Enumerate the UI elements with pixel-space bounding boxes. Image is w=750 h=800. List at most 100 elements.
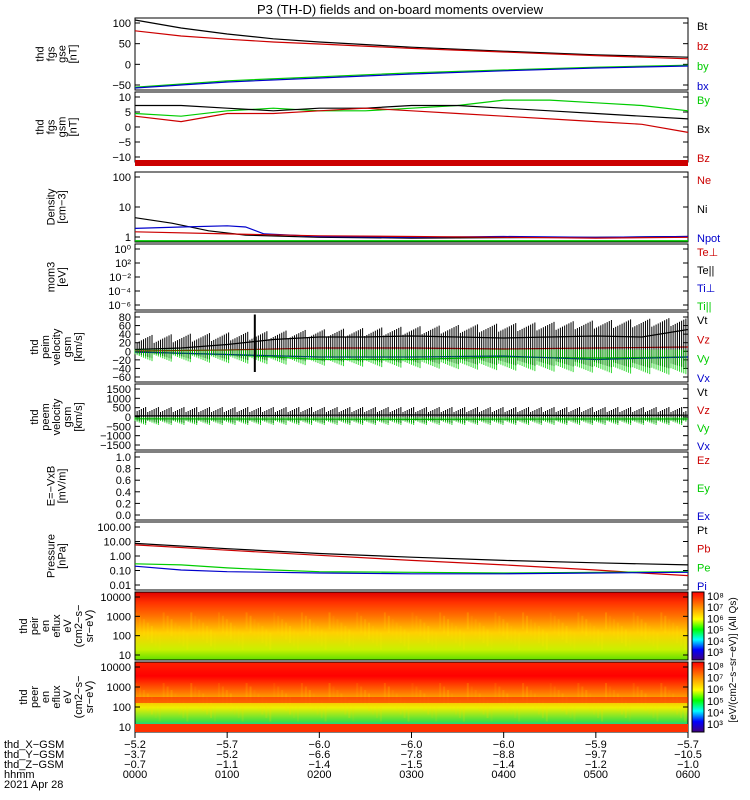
series-Bx (135, 104, 689, 120)
y-tick-label: 0.2 (116, 498, 131, 510)
y-tick-label: 100 (113, 18, 131, 30)
spectrogram-texture (640, 619, 643, 637)
spectrogram-texture (518, 704, 521, 722)
spectrogram-texture (158, 632, 161, 650)
spectrogram-texture (502, 619, 505, 637)
x-tick-label: 0500 (584, 769, 608, 781)
spectrogram-texture (506, 622, 509, 640)
y-axis-label-line: thd (29, 409, 41, 424)
x-tick-label: −1.1 (216, 759, 238, 771)
y-tick-label: 1.0 (116, 452, 131, 464)
x-tick-label: −1.4 (308, 759, 330, 771)
spectrogram-texture (624, 700, 627, 718)
spectrogram-texture (293, 629, 295, 647)
series-by (134, 64, 689, 88)
spectrogram-texture (372, 697, 374, 715)
x-tick-label: 0000 (123, 769, 147, 781)
legend-Vy: Vy (697, 354, 710, 366)
spectrogram-texture (170, 619, 173, 637)
y-axis-label: thdpeirenefluxeV(cm2−s−sr−eV) (18, 605, 96, 648)
series-Bt (134, 19, 689, 58)
x-tick-label: −5.7 (216, 739, 238, 751)
y-axis-label: thdpeemvelocitygsm[km/s] (29, 398, 85, 435)
spectrogram-texture (225, 619, 228, 637)
spectrogram-texture (518, 632, 521, 650)
panel-6: 1.00.80.60.40.20.0 E=−VxB[mV/m] Ez Ey Ex (46, 451, 710, 523)
colorbar-tick: 10⁴ (707, 707, 724, 719)
y-axis-label-line: velocity (51, 328, 63, 365)
legend-Vy: Vy (697, 423, 710, 435)
spectrogram-texture (304, 686, 307, 704)
spectrogram-texture (379, 632, 382, 650)
y-tick-label: 1000 (107, 682, 131, 694)
y-axis-label-line: Pressure (46, 534, 58, 578)
panel-2: 100 10 1 Density[cm−3] Ne Ni Npot (46, 171, 720, 245)
spectrogram-texture (135, 612, 137, 630)
y-axis-label-line: mom3 (46, 262, 58, 293)
spectrogram-texture (198, 619, 201, 637)
y-axis-label-line: [km/s] (73, 402, 85, 431)
legend-Pi: Pi (697, 581, 707, 593)
y-tick-label: 0.01 (110, 580, 131, 592)
spectrogram-texture (210, 629, 213, 647)
colorbar-tick: 10⁴ (707, 636, 724, 648)
y-axis-label-line: thd (35, 46, 47, 61)
spectrogram-texture (652, 629, 655, 647)
spectrogram-texture (498, 615, 501, 633)
y-axis-label-line: eV (62, 619, 74, 633)
spectrogram-texture (494, 612, 497, 630)
legend-bx: bx (697, 81, 709, 93)
spectrogram-texture (190, 612, 193, 630)
spectrogram-texture (300, 683, 303, 701)
spectrogram-texture (605, 612, 608, 630)
y-tick-label: 0.10 (110, 566, 131, 578)
spectrogram-texture (249, 615, 252, 633)
x-axis-row-label: 2021 Apr 28 (4, 779, 63, 791)
spectrogram-texture (549, 683, 552, 701)
y-tick-label: 20 (119, 338, 131, 350)
y-tick-label: 100.00 (97, 522, 131, 534)
spectrogram-texture (573, 632, 576, 650)
spectrogram-texture (648, 697, 651, 715)
y-tick-label: 0.4 (116, 487, 131, 499)
spectrogram-texture (482, 626, 485, 643)
y-axis-label: Density[cm−3] (46, 188, 69, 225)
legend-Ex: Ex (697, 511, 710, 523)
spectrogram-texture (684, 704, 687, 722)
spectrogram-texture (561, 622, 564, 640)
spectrogram-texture (486, 629, 489, 647)
spectrogram-texture (451, 622, 453, 640)
x-tick-label: 0400 (491, 769, 515, 781)
colorbar (691, 591, 705, 661)
spectrogram-texture (577, 612, 580, 630)
spectrogram-texture (676, 697, 679, 715)
y-tick-label: 80 (119, 312, 131, 324)
spectrogram-texture (281, 619, 284, 637)
spectrogram-texture (439, 683, 442, 701)
spectrogram-texture (221, 615, 224, 633)
colorbar (691, 661, 705, 733)
legend-Ni: Ni (697, 204, 707, 216)
legend-Ez: Ez (697, 455, 710, 467)
y-axis-label-line: [km/s] (73, 332, 85, 361)
spectrogram-texture (138, 615, 141, 633)
series-Ni (134, 217, 689, 239)
spectrogram-texture (636, 686, 639, 704)
panel-frame (134, 591, 689, 661)
spectrogram-texture (593, 626, 596, 643)
spectrogram-texture (142, 619, 145, 637)
spectrogram-texture (261, 626, 264, 643)
x-tick-label: −7.8 (401, 749, 423, 761)
spectrogram-texture (395, 622, 398, 640)
spectrogram-texture (285, 622, 288, 640)
spectrogram-texture (320, 629, 323, 647)
spectrogram-texture (375, 700, 378, 718)
y-axis-label-line: fgs (46, 46, 58, 61)
spectrogram-texture (233, 626, 236, 643)
spectrogram-texture (399, 626, 402, 643)
plot-title: P3 (TH-D) fields and on-board moments ov… (257, 2, 544, 17)
spectrogram-texture (304, 615, 307, 633)
spectrogram-texture (470, 686, 473, 704)
panel-3: 10⁰ 10² 10⁻² 10⁻⁴ 10⁻⁶ mom3[eV] Te⊥ Te|| Ti⊥ Ti|| (46, 243, 718, 313)
